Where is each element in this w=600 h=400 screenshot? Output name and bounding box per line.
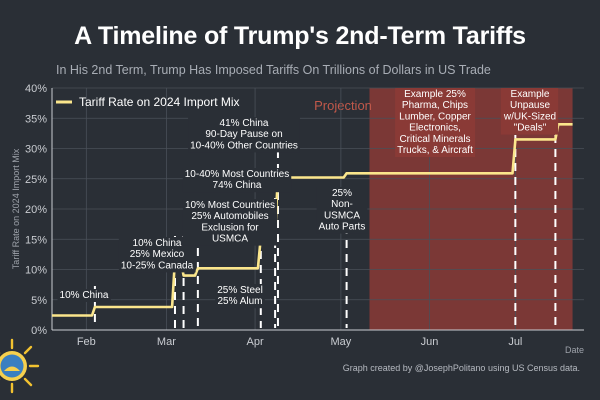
y-tick-label: 10% (25, 265, 47, 277)
x-tick-label: Apr (247, 336, 264, 348)
event-annotation-line: Critical Minerals (399, 134, 470, 145)
event-annotation-line: 10-25% Canada (121, 260, 194, 271)
event-annotation-text: 10% Most Countries 25% Automobiles Exclusi… (185, 200, 275, 245)
y-tick-label: 40% (25, 83, 47, 95)
event-annotation-bg (182, 168, 292, 193)
y-tick-label: 30% (25, 144, 47, 156)
event-annotation-text: 10% China 25% Mexico 10-25% Canada (121, 238, 194, 271)
event-annotation: 10% China 25% Mexico 10-25% Canada (118, 237, 196, 273)
event-annotation: 10% Most Countries 25% Automobiles Exclusi… (182, 199, 278, 246)
event-annotation-line: Electronics, (409, 123, 461, 134)
event-annotation-line: Pharma, Chips (402, 100, 468, 111)
event-annotation: 10% China (57, 289, 111, 302)
event-annotation-line: Auto Parts (319, 222, 366, 233)
event-annotation: Example Unpause w/UK-Sized "Deals" (500, 88, 559, 135)
event-annotation-line: 25% Mexico (130, 249, 185, 260)
event-annotation-bg (118, 237, 196, 273)
event-annotation-line: w/UK-Sized (503, 111, 556, 122)
event-annotation-line: 10-40% Other Countries (190, 140, 298, 151)
projection-label: Projection (314, 98, 372, 113)
y-axis-title: Tariff Rate on 2024 Import Mix (11, 148, 21, 269)
event-annotation-line: 10-40% Most Countries (185, 169, 290, 180)
event-annotation-line: "Deals" (514, 123, 547, 134)
axes-layer: 0% 5% 10% 15% 20% 25% 30% 35% 40% Feb Mar Apr May Jun… (11, 83, 584, 355)
y-tick-label: 35% (25, 113, 47, 125)
y-tick-label: 0% (31, 325, 47, 337)
y-tick-label: 25% (25, 174, 47, 186)
event-annotation-line: 25% Alum (217, 296, 262, 307)
event-annotation-line: 41% China (220, 118, 269, 129)
sun-logo-icon (0, 338, 40, 394)
event-annotation-line: Non- (331, 199, 353, 210)
page-title: A Timeline of Trump's 2nd-Term Tariffs (74, 22, 526, 50)
credit-text: Graph created by @JosephPolitano using U… (342, 363, 580, 373)
series-layer (52, 123, 573, 317)
x-axis-title: Date (565, 345, 584, 355)
event-annotation-text: 25% Steel 25% Alum (217, 285, 263, 307)
event-annotation-line: 90-Day Pause on (205, 129, 282, 140)
y-tick-label: 5% (31, 295, 47, 307)
event-annotation-line: Example (511, 89, 550, 100)
event-annotation-text: 10% China (60, 290, 109, 301)
event-annotation-line: Trucks, & Aircraft (397, 145, 473, 156)
event-annotation-line: 74% China (213, 180, 262, 191)
event-annotation-text: Example 25% Pharma, Chips Lumber, Copper El… (397, 89, 473, 156)
event-annotation-line: 25% Automobiles (191, 211, 268, 222)
event-annotation-line: 10% China (60, 290, 109, 301)
event-annotation-text: 41% China 90-Day Pause on 10-40% Other Cou… (190, 118, 298, 151)
y-tick-label: 20% (25, 204, 47, 216)
event-annotation: 25% Steel 25% Alum (215, 284, 265, 309)
event-annotation-bg (500, 88, 559, 135)
event-annotation-text: 25% Non-USMCA Auto Parts (319, 188, 366, 233)
event-annotation-bg (316, 187, 368, 234)
x-tick-label: Mar (157, 336, 176, 348)
event-annotation-bg (188, 117, 300, 153)
event-annotation-line: Example 25% (404, 89, 466, 100)
event-annotation: 25% Non-USMCA Auto Parts (316, 187, 368, 234)
event-annotation-line: USMCA (324, 210, 360, 221)
tariff-rate-line (52, 123, 573, 317)
x-tick-label: Jun (421, 336, 439, 348)
event-annotation-bg (395, 88, 476, 157)
event-annotation-bg (57, 289, 111, 302)
event-annotation-bg (215, 284, 265, 309)
page-subtitle: In His 2nd Term, Trump Has Imposed Tarif… (56, 63, 491, 77)
x-tick-label: Jul (508, 336, 522, 348)
event-annotation-line: 25% (332, 188, 352, 199)
event-annotation-line: USMCA (212, 234, 248, 245)
event-annotation-line: Exclusion for (201, 222, 259, 233)
event-annotation-line: 10% China (133, 238, 182, 249)
event-annotation: 41% China 90-Day Pause on 10-40% Other Cou… (188, 117, 300, 153)
event-annotation-line: Lumber, Copper (399, 111, 471, 122)
event-annotation-bg (182, 199, 278, 246)
event-annotation-line: 10% Most Countries (185, 200, 275, 211)
event-annotation-text: Example Unpause w/UK-Sized "Deals" (503, 89, 556, 134)
x-tick-label: May (330, 336, 351, 348)
legend-label: Tariff Rate on 2024 Import Mix (79, 95, 240, 109)
event-annotation-line: Unpause (510, 100, 550, 111)
event-annotation: Example 25% Pharma, Chips Lumber, Copper El… (395, 88, 476, 157)
event-annotation-text: 10-40% Most Countries 74% China (185, 169, 290, 191)
legend: Tariff Rate on 2024 Import Mix (56, 95, 240, 109)
y-tick-label: 15% (25, 234, 47, 246)
event-annotation-line: 25% Steel (217, 285, 263, 296)
x-tick-label: Feb (77, 336, 96, 348)
event-annotation: 10-40% Most Countries 74% China (182, 168, 292, 193)
